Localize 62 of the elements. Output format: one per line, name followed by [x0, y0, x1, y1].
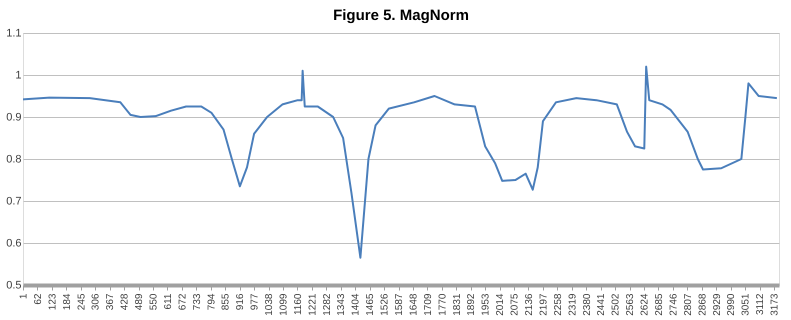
x-tick-label: 123 [47, 293, 58, 310]
x-tick-label: 2746 [668, 293, 680, 316]
line-series [23, 66, 778, 259]
x-tick-label: 306 [90, 293, 102, 310]
x-tick-label: 1343 [336, 293, 348, 316]
x-tick-label: 2868 [697, 293, 708, 316]
x-tick-label: 672 [177, 293, 188, 310]
x-tick-label: 2563 [625, 293, 636, 316]
x-tick-label: 3051 [740, 293, 752, 316]
x-tick-label: 1587 [394, 293, 406, 316]
x-tick-label: 1160 [292, 293, 304, 316]
x-tick-label: 1221 [307, 293, 318, 316]
x-tick-label: 2807 [682, 293, 694, 316]
x-tick-label: 1 [18, 293, 30, 300]
y-tick-label: 0.5 [6, 280, 22, 292]
x-tick-label: 62 [32, 293, 44, 305]
x-tick-label: 1709 [422, 293, 434, 316]
x-tick-label: 2929 [712, 293, 723, 316]
x-tick-label: 2075 [510, 293, 521, 316]
x-tick-label: 1648 [408, 293, 420, 316]
x-tick-label: 1770 [437, 293, 448, 316]
x-tick-label: 855 [220, 293, 232, 310]
y-tick-label: 0.8 [6, 154, 22, 166]
x-tick-label: 1038 [264, 293, 276, 316]
x-tick-label: 2685 [654, 293, 665, 316]
x-tick-label: 1526 [380, 293, 391, 316]
x-tick-label: 2441 [596, 293, 608, 316]
x-tick-label: 2319 [567, 293, 578, 316]
y-tick-label: 0.9 [6, 112, 22, 124]
x-tick-label: 1831 [452, 293, 463, 316]
x-tick-label: 1099 [278, 293, 290, 316]
x-tick-label: 1953 [480, 293, 492, 316]
x-tick-label: 245 [76, 293, 88, 310]
x-tick-label: 367 [105, 293, 116, 310]
x-tick-label: 2502 [610, 293, 622, 316]
x-tick-label: 2380 [582, 293, 593, 316]
x-tick-label: 2136 [524, 293, 535, 316]
x-tick-label: 428 [120, 293, 131, 310]
chart-title: Figure 5. MagNorm [333, 7, 469, 24]
x-tick-label: 2258 [552, 293, 564, 316]
x-tick-label: 611 [162, 293, 174, 310]
x-tick-label: 1892 [466, 293, 478, 316]
y-tick-label: 0.6 [6, 238, 22, 250]
x-tick-label: 794 [206, 293, 218, 310]
x-tick-label: 916 [235, 293, 246, 310]
x-tick-label: 977 [250, 293, 261, 310]
y-tick-label: 1 [15, 70, 22, 82]
x-tick-label: 184 [62, 293, 73, 310]
x-tick-label: 550 [148, 293, 160, 310]
y-tick-label: 0.7 [6, 196, 22, 208]
x-tick-label: 733 [192, 293, 203, 310]
x-tick-label: 1282 [322, 293, 333, 316]
x-tick-label: 489 [134, 293, 146, 310]
y-tick-label: 1.1 [6, 28, 22, 40]
x-tick-label: 2014 [495, 293, 506, 316]
x-tick-label: 2197 [538, 293, 550, 316]
x-tick-label: 1465 [365, 293, 376, 316]
x-tick-label: 1404 [350, 293, 362, 316]
x-tick-label: 3173 [770, 293, 781, 316]
x-tick-label: 2624 [640, 293, 651, 316]
x-tick-label: 2990 [726, 293, 738, 316]
x-tick-label: 3112 [755, 293, 766, 316]
